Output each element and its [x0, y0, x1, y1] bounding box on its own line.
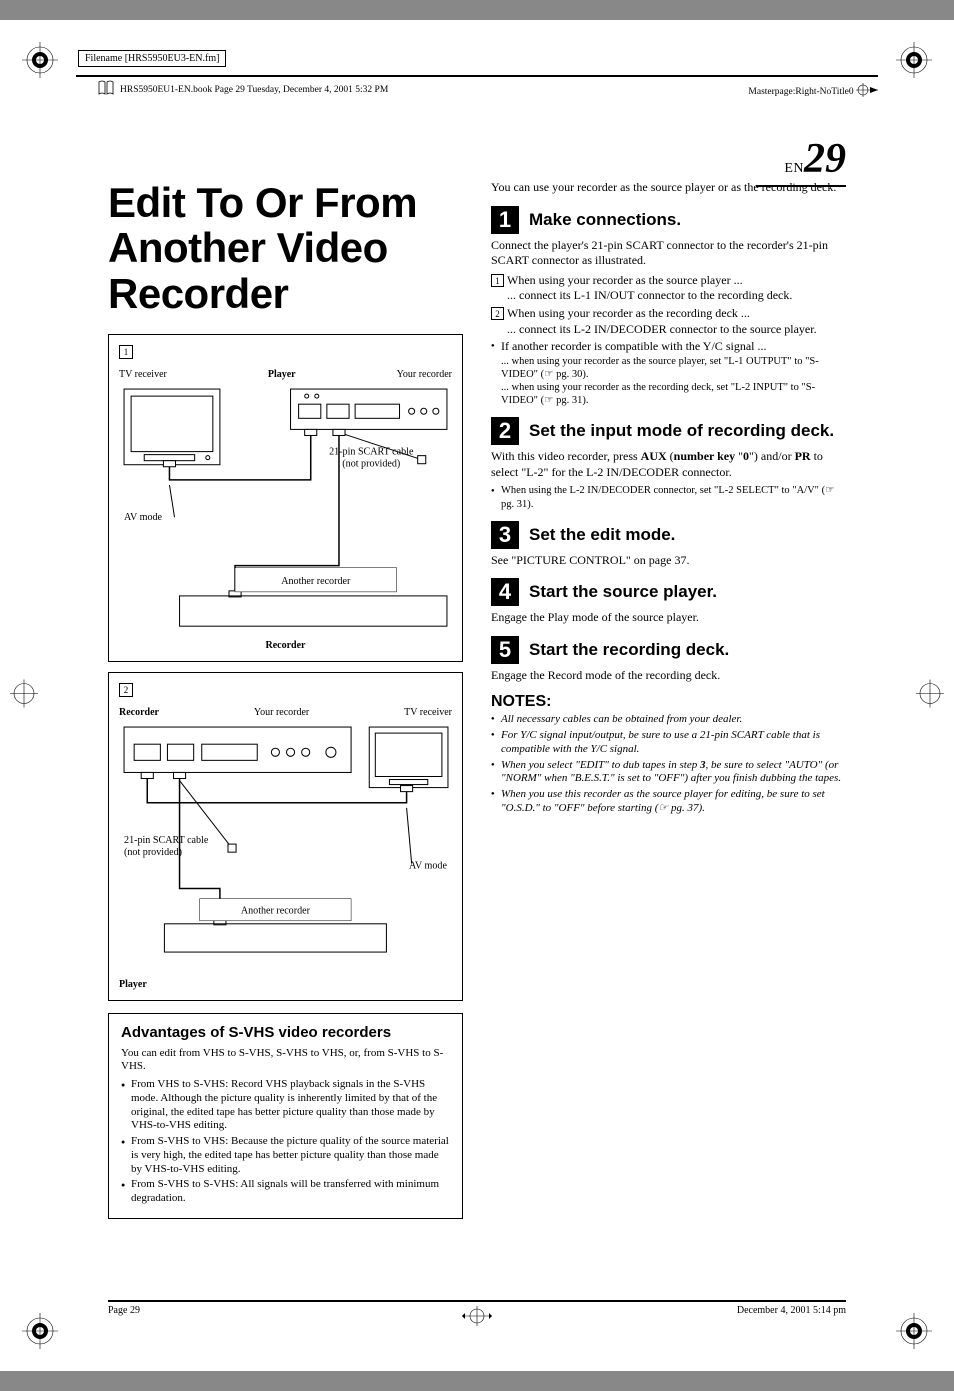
footer-date: December 4, 2001 5:14 pm	[737, 1305, 846, 1316]
diagram2-your-label: Your recorder	[254, 707, 309, 718]
step-1: 1 Make connections. Connect the player's…	[491, 206, 846, 408]
crop-mark-icon	[20, 40, 60, 80]
diagram1-svg: 21-pin SCART cable (not provided) AV mod…	[119, 384, 452, 636]
list-item: From S-VHS to VHS: Because the picture q…	[121, 1135, 450, 1176]
footer-registration-icon	[462, 1306, 492, 1331]
diagram1-recorder-label: Your recorder	[397, 369, 452, 380]
crop-mark-icon	[894, 1311, 934, 1351]
step-title: Set the edit mode.	[529, 525, 675, 545]
step-title: Start the recording deck.	[529, 640, 729, 660]
step-body-text: Engage the Record mode of the recording …	[491, 668, 846, 684]
step-number: 3	[491, 521, 519, 549]
list-item: 2When using your recorder as the recordi…	[491, 306, 846, 337]
step-body-text: With this video recorder, press AUX (num…	[491, 449, 846, 480]
registration-mark-icon	[10, 679, 38, 712]
crop-mark-icon	[20, 1311, 60, 1351]
header-row: HRS5950EU1-EN.book Page 29 Tuesday, Dece…	[98, 80, 878, 99]
advantages-title: Advantages of S-VHS video recorders	[121, 1024, 450, 1041]
list-item: When you use this recorder as the source…	[491, 788, 846, 816]
page-title: Edit To Or From Another Video Recorder	[108, 180, 463, 316]
step-number: 5	[491, 636, 519, 664]
step-title: Set the input mode of recording deck.	[529, 421, 834, 441]
list-item: From VHS to S-VHS: Record VHS playback s…	[121, 1078, 450, 1133]
diagram2-caption: Player	[119, 979, 452, 990]
step-2: 2 Set the input mode of recording deck. …	[491, 417, 846, 510]
svg-text:AV mode: AV mode	[409, 861, 448, 872]
step-4: 4 Start the source player. Engage the Pl…	[491, 578, 846, 626]
notes-heading: NOTES:	[491, 693, 846, 711]
manual-page: Filename [HRS5950EU3-EN.fm] HRS5950EU1-E…	[0, 20, 954, 1371]
book-icon	[98, 80, 114, 99]
diagram2-recorder-label: Recorder	[119, 707, 159, 718]
step-number: 1	[491, 206, 519, 234]
svg-text:21-pin SCART cable: 21-pin SCART cable	[329, 447, 414, 458]
masterpage-label: Masterpage:Right-NoTitle0	[748, 83, 878, 97]
left-column: Edit To Or From Another Video Recorder 1…	[108, 180, 463, 1281]
connection-diagram-1: 1 TV receiver Player Your recorder	[108, 334, 463, 662]
svg-text:Another recorder: Another recorder	[281, 576, 351, 587]
diagram1-player-label: Player	[268, 369, 296, 380]
diagram1-tv-label: TV receiver	[119, 369, 167, 380]
header-rule	[76, 75, 878, 77]
svg-text:21-pin SCART cable: 21-pin SCART cable	[124, 835, 209, 846]
diagram2-tv-label: TV receiver	[404, 707, 452, 718]
list-item: When using the L-2 IN/DECODER connector,…	[491, 484, 846, 510]
svg-text:(not provided): (not provided)	[342, 459, 400, 470]
step-title: Start the source player.	[529, 582, 717, 602]
step-title: Make connections.	[529, 210, 681, 230]
list-item: For Y/C signal input/output, be sure to …	[491, 729, 846, 757]
advantages-intro: You can edit from VHS to S-VHS, S-VHS to…	[121, 1047, 450, 1075]
step-5: 5 Start the recording deck. Engage the R…	[491, 636, 846, 684]
book-header-text: HRS5950EU1-EN.book Page 29 Tuesday, Dece…	[120, 85, 388, 95]
step-3: 3 Set the edit mode. See "PICTURE CONTRO…	[491, 521, 846, 569]
registration-mark-icon	[916, 679, 944, 712]
diagram2-svg: 21-pin SCART cable (not provided) AV mod…	[119, 722, 452, 974]
advantages-box: Advantages of S-VHS video recorders You …	[108, 1013, 463, 1219]
connection-diagram-2: 2 Recorder Your recorder TV receiver	[108, 672, 463, 1000]
right-column: You can use your recorder as the source …	[491, 180, 846, 1281]
footer-page: Page 29	[108, 1305, 140, 1316]
svg-text:Another recorder: Another recorder	[241, 906, 311, 917]
svg-text:(not provided): (not provided)	[124, 848, 182, 859]
step-body-text: Connect the player's 21-pin SCART connec…	[491, 238, 846, 269]
list-item: From S-VHS to S-VHS: All signals will be…	[121, 1178, 450, 1206]
list-item: When you select "EDIT" to dub tapes in s…	[491, 759, 846, 787]
svg-text:AV mode: AV mode	[124, 512, 163, 523]
list-item: If another recorder is compatible with t…	[491, 339, 846, 407]
step-body-text: Engage the Play mode of the source playe…	[491, 610, 846, 626]
notes-section: NOTES: All necessary cables can be obtai…	[491, 693, 846, 815]
intro-text: You can use your recorder as the source …	[491, 180, 846, 196]
list-item: 1When using your recorder as the source …	[491, 273, 846, 304]
step-body-text: See "PICTURE CONTROL" on page 37.	[491, 553, 846, 569]
advantages-list: From VHS to S-VHS: Record VHS playback s…	[121, 1078, 450, 1206]
step-number: 4	[491, 578, 519, 606]
diagram1-caption: Recorder	[119, 640, 452, 651]
step-number: 2	[491, 417, 519, 445]
list-item: All necessary cables can be obtained fro…	[491, 713, 846, 727]
filename-label: Filename [HRS5950EU3-EN.fm]	[78, 50, 226, 67]
crop-mark-icon	[894, 40, 934, 80]
